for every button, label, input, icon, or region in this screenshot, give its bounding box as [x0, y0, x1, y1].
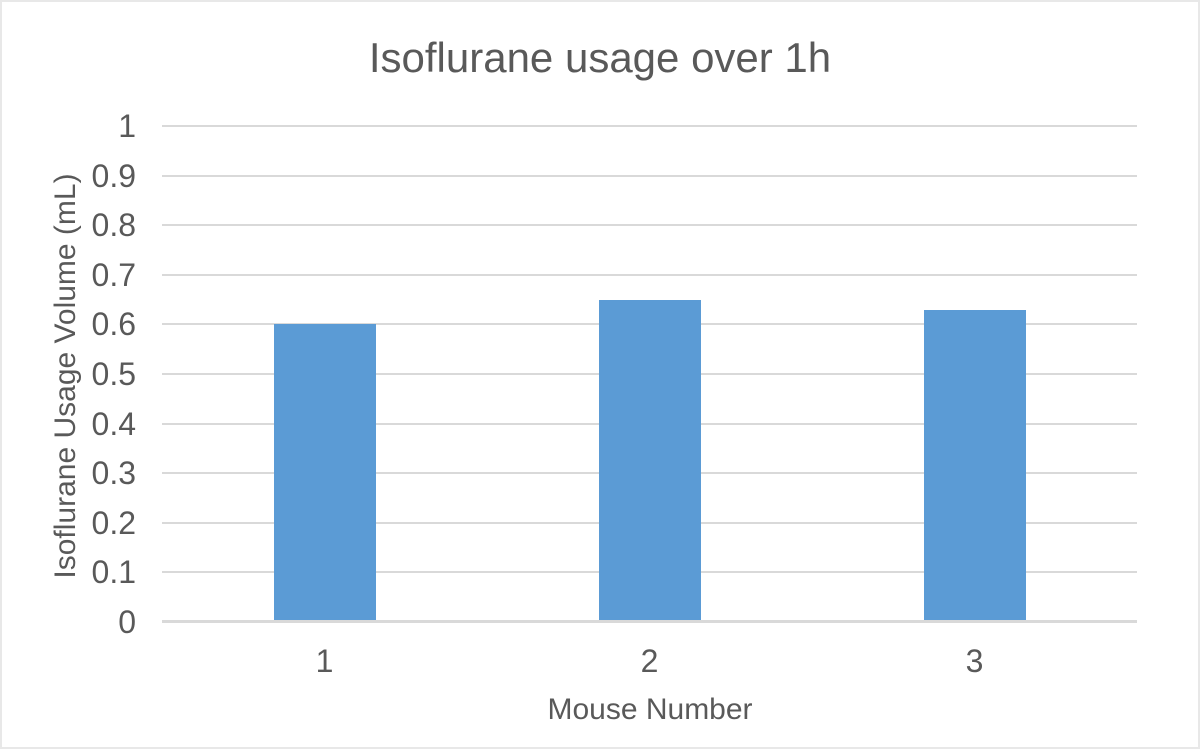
x-tick-label-1: 1 — [315, 643, 334, 679]
y-tick-label-0.5: 0.5 — [91, 356, 136, 392]
bar-mouse-1 — [273, 324, 376, 622]
plot-area — [162, 125, 1137, 623]
x-tick-label-3: 3 — [965, 643, 984, 679]
gridline-0.9 — [162, 174, 1137, 177]
y-tick-label-0.9: 0.9 — [91, 157, 136, 194]
y-axis-tick-labels: 0 0.1 0.2 0.3 0.4 0.5 0.6 0.7 0.8 0.9 1 — [2, 2, 136, 747]
y-tick-label-0.3: 0.3 — [91, 455, 136, 492]
y-tick-label-0.1: 0.1 — [91, 554, 136, 591]
x-axis-title: Mouse Number — [547, 693, 753, 726]
bar-mouse-2 — [598, 299, 701, 622]
x-axis-line — [162, 620, 1137, 623]
y-tick-label-1: 1 — [118, 108, 136, 144]
y-tick-label-0.7: 0.7 — [91, 256, 136, 293]
gridline-0.7 — [162, 273, 1137, 276]
bar-mouse-3 — [923, 309, 1026, 622]
chart-title: Isoflurane usage over 1h — [368, 34, 832, 81]
y-tick-label-0: 0 — [118, 604, 136, 640]
y-tick-label-0.6: 0.6 — [91, 306, 136, 343]
x-tick-label-2: 2 — [640, 643, 659, 679]
gridline-0.8 — [162, 224, 1137, 227]
gridline-1 — [162, 125, 1137, 127]
y-tick-label-0.4: 0.4 — [91, 405, 136, 442]
y-tick-label-0.2: 0.2 — [91, 504, 136, 541]
y-tick-label-0.8: 0.8 — [91, 207, 136, 244]
